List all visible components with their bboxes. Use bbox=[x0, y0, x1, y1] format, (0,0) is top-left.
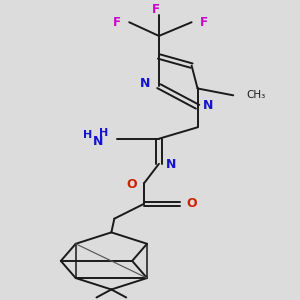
Text: O: O bbox=[127, 178, 137, 191]
Text: N: N bbox=[203, 99, 213, 112]
Text: N: N bbox=[166, 158, 176, 172]
Text: CH₃: CH₃ bbox=[247, 90, 266, 100]
Text: F: F bbox=[200, 16, 208, 29]
Text: H: H bbox=[83, 130, 92, 140]
Text: N: N bbox=[93, 134, 103, 148]
Text: H: H bbox=[99, 128, 109, 138]
Text: F: F bbox=[113, 16, 121, 29]
Text: N: N bbox=[140, 77, 151, 90]
Text: F: F bbox=[152, 3, 160, 16]
Text: O: O bbox=[186, 196, 197, 210]
